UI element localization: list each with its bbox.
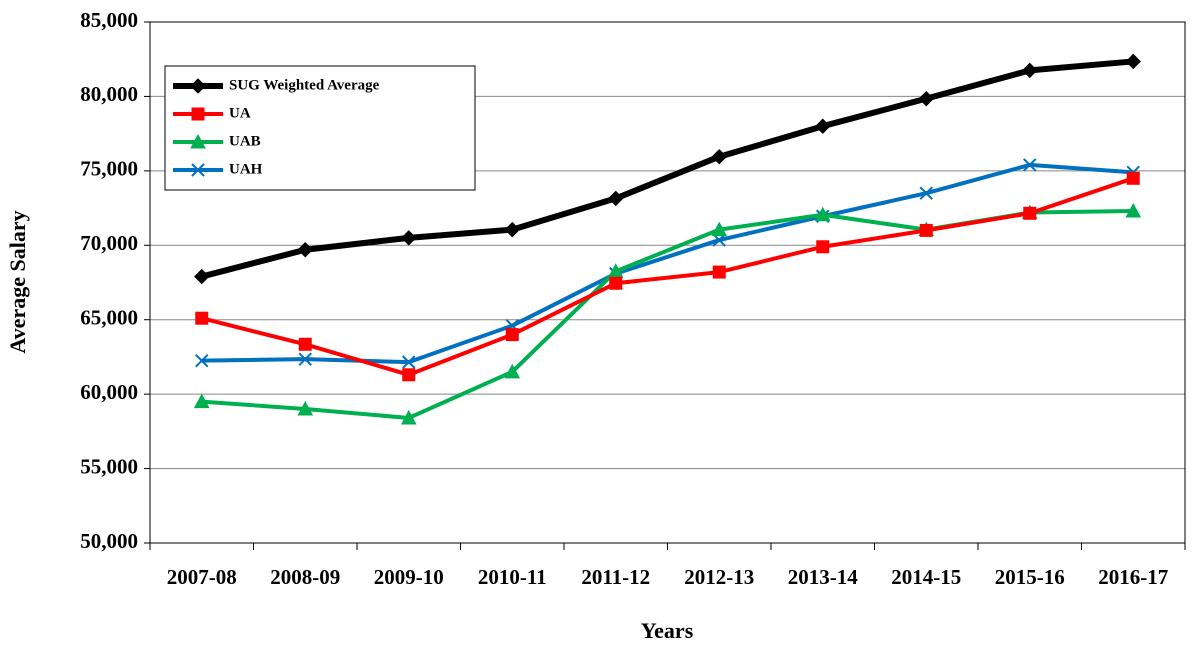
series-line [201, 209, 1134, 420]
marker [191, 163, 205, 177]
marker [711, 221, 728, 237]
series-line [201, 162, 1134, 365]
y-tick-label: 60,000 [80, 380, 138, 404]
x-tick-label: 2013-14 [788, 565, 858, 589]
legend-label: UAH [229, 161, 263, 177]
x-tick-label: 2008-09 [270, 565, 340, 589]
marker [297, 242, 313, 258]
x-tick-label: 2016-17 [1098, 565, 1168, 589]
marker [1126, 171, 1140, 185]
legend: SUG Weighted Average UA UAB UAH [164, 65, 476, 191]
legend-label: SUG Weighted Average [229, 77, 380, 93]
marker [191, 107, 205, 121]
x-axis-title: Years [641, 618, 694, 643]
y-tick-label: 55,000 [80, 454, 138, 478]
y-axis-title: Average Salary [5, 210, 30, 353]
y-tick-label: 80,000 [80, 82, 138, 106]
marker [402, 355, 416, 369]
y-tick-label: 65,000 [80, 306, 138, 330]
marker [297, 400, 314, 416]
legend-label: UAB [229, 133, 261, 149]
marker [815, 118, 831, 134]
marker [505, 328, 519, 342]
marker [608, 190, 624, 207]
x-tick-label: 2012-13 [684, 565, 754, 589]
x-tick-label: 2007-08 [167, 565, 237, 589]
marker [504, 221, 520, 238]
y-tick-label: 75,000 [80, 157, 138, 181]
marker [195, 353, 209, 368]
marker [190, 78, 206, 94]
y-tick-label: 70,000 [80, 231, 138, 255]
y-tick-label: 85,000 [80, 8, 138, 32]
series-line [200, 58, 1134, 280]
marker [402, 368, 416, 382]
x-tick-label: 2009-10 [374, 565, 444, 589]
x-tick-label: 2015-16 [995, 565, 1065, 589]
marker [400, 409, 417, 425]
marker [814, 206, 831, 222]
marker [609, 276, 623, 290]
marker [919, 186, 933, 200]
marker [1125, 202, 1142, 218]
marker [816, 240, 830, 254]
marker [298, 337, 312, 351]
x-tick-label: 2011-12 [581, 565, 650, 589]
marker [919, 223, 933, 237]
marker [193, 393, 210, 409]
marker [1023, 158, 1037, 172]
series-line [201, 176, 1134, 377]
marker [918, 90, 934, 107]
marker [1023, 206, 1037, 220]
x-tick-label: 2010-11 [478, 565, 547, 589]
marker [1125, 53, 1141, 70]
marker [195, 311, 209, 325]
marker [298, 352, 312, 366]
x-tick-label: 2014-15 [891, 565, 961, 589]
marker [712, 265, 726, 279]
marker [401, 230, 417, 246]
legend-label: UA [229, 105, 251, 121]
marker [504, 363, 521, 379]
marker [1022, 62, 1038, 79]
marker [194, 268, 210, 285]
y-tick-label: 50,000 [80, 529, 138, 553]
marker [711, 149, 727, 165]
marker [190, 133, 206, 149]
